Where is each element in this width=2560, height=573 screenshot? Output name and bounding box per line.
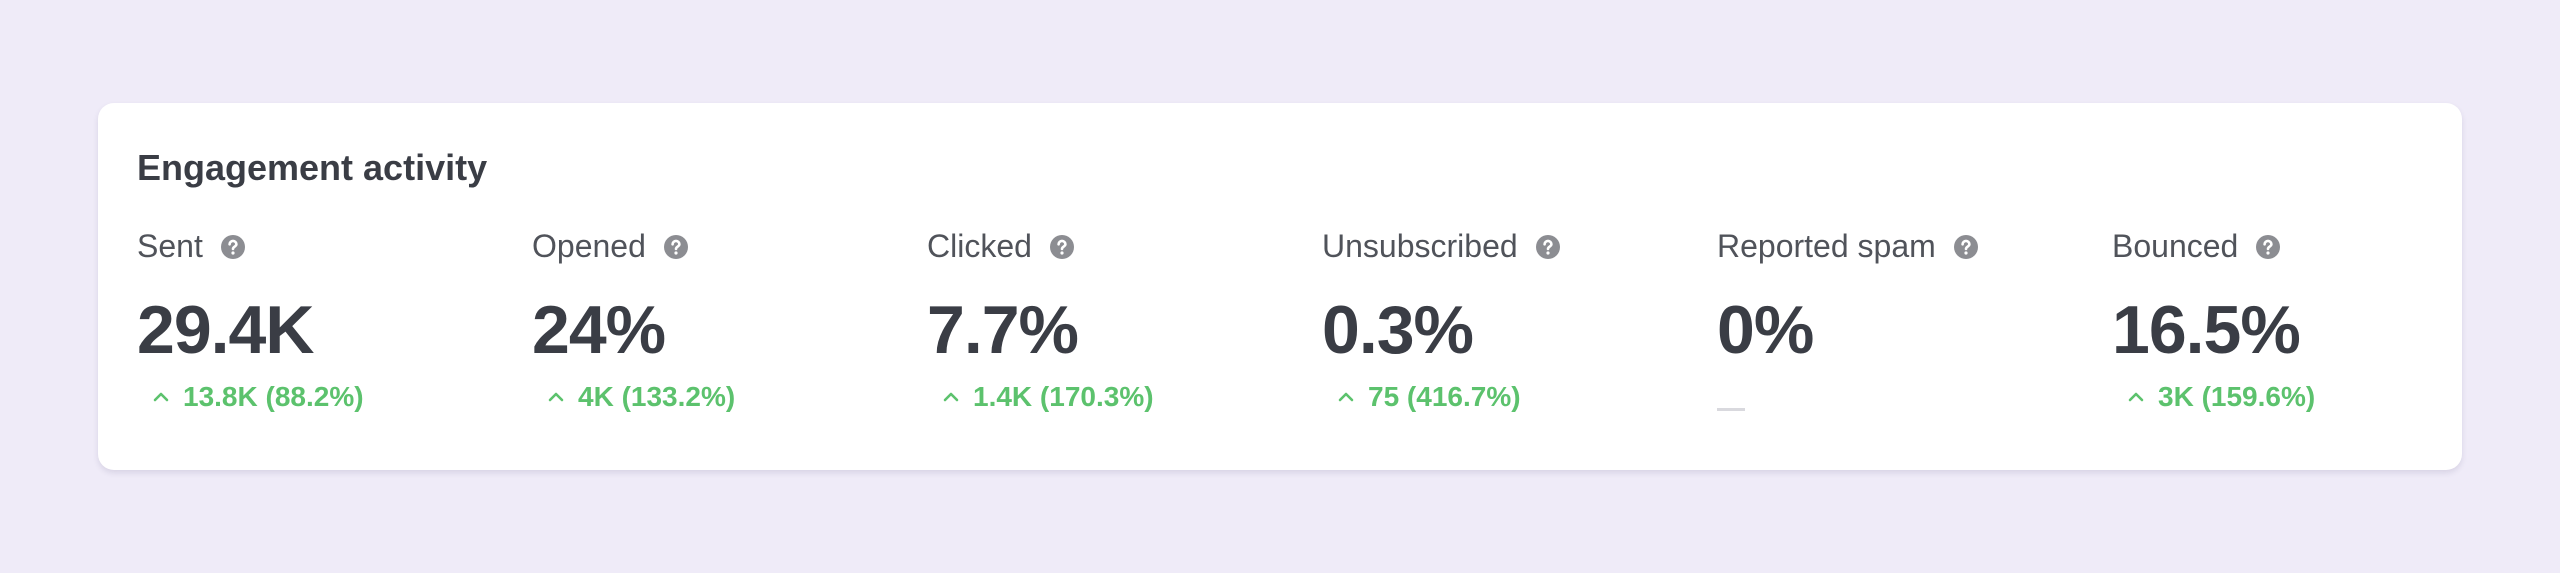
- metric-change-text: 1.4K (170.3%): [973, 381, 1154, 412]
- up-arrow-chevron: [548, 392, 564, 402]
- card-title: Engagement activity: [137, 147, 488, 188]
- metric-label: Sent: [137, 228, 203, 264]
- help-icon-dot: [1060, 250, 1064, 255]
- metric-value: 24%: [532, 292, 666, 368]
- up-arrow: [943, 392, 959, 402]
- metric: Bounced 16.5% 3K (159.6%): [2112, 103, 2502, 470]
- metric-label: Reported spam: [1717, 228, 1936, 264]
- metric-change-text: 3K (159.6%): [2158, 381, 2316, 412]
- up-arrow: [548, 392, 564, 402]
- help-icon-glyph: [228, 239, 238, 250]
- metric-change: 75 (416.7%): [1322, 381, 1521, 413]
- help-icon-dot: [231, 250, 235, 255]
- metric-value: 0%: [1717, 292, 1814, 368]
- help-icon-dot: [2266, 250, 2270, 255]
- help-icon-glyph: [671, 239, 681, 250]
- metric-change: 4K (133.2%): [532, 381, 735, 413]
- up-arrow: [1338, 392, 1354, 402]
- metric-label-row: Clicked: [927, 228, 1074, 265]
- metric-value: 29.4K: [137, 292, 314, 368]
- help-icon-glyph: [2263, 239, 2274, 250]
- help-icon-dot: [1546, 250, 1550, 255]
- help-icon-glyph: [1057, 239, 1067, 250]
- metric-label: Clicked: [927, 228, 1032, 264]
- help-icon[interactable]: [1535, 234, 1560, 259]
- metric-label: Unsubscribed: [1322, 228, 1518, 264]
- up-arrow: [2128, 392, 2144, 402]
- help-icon-glyph: [1961, 239, 1971, 250]
- up-arrow-chevron: [153, 392, 169, 402]
- metric-label-row: Unsubscribed: [1322, 228, 1560, 265]
- metric: Opened 24% 4K (133.2%): [532, 103, 922, 470]
- metric-change-text: 75 (416.7%): [1368, 381, 1521, 412]
- metric-change-text: 4K (133.2%): [578, 381, 736, 412]
- up-arrow-chevron: [943, 392, 959, 402]
- metric-change: 13.8K (88.2%): [137, 381, 364, 413]
- metric: Clicked 7.7% 1.4K (170.3%): [927, 103, 1317, 470]
- no-change-dash: [1717, 408, 1745, 411]
- up-arrow-chevron: [2128, 392, 2144, 402]
- metric-label: Bounced: [2112, 228, 2239, 264]
- help-icon-dot: [674, 250, 678, 255]
- metric-label-row: Bounced: [2112, 228, 2281, 265]
- help-icon[interactable]: [1049, 234, 1074, 259]
- metric-label-row: Sent: [137, 228, 245, 265]
- metric-change: 3K (159.6%): [2112, 381, 2315, 413]
- metric-change-text: 13.8K (88.2%): [183, 381, 364, 412]
- metric-value: 7.7%: [927, 292, 1079, 368]
- help-icon-glyph: [1542, 239, 1553, 250]
- metric-value: 0.3%: [1322, 292, 1474, 368]
- engagement-card: Engagement activity Sent 29.4K 13.8K (88.2…: [98, 103, 2462, 470]
- help-icon[interactable]: [2256, 234, 2281, 259]
- help-icon[interactable]: [663, 234, 688, 259]
- help-icon[interactable]: [1953, 234, 1978, 259]
- up-arrow-chevron: [1338, 392, 1354, 402]
- metric-change: 1.4K (170.3%): [927, 381, 1154, 413]
- help-icon-dot: [1964, 250, 1968, 255]
- help-icon[interactable]: [220, 234, 245, 259]
- metric: Reported spam 0%: [1717, 103, 2107, 470]
- metric-label: Opened: [532, 228, 646, 264]
- metric-label-row: Reported spam: [1717, 228, 1978, 265]
- metric: Sent 29.4K 13.8K (88.2%): [137, 103, 527, 470]
- metric-label-row: Opened: [532, 228, 688, 265]
- metric-value: 16.5%: [2112, 292, 2301, 368]
- metric: Unsubscribed 0.3% 75 (416.7%): [1322, 103, 1712, 470]
- up-arrow: [153, 392, 169, 402]
